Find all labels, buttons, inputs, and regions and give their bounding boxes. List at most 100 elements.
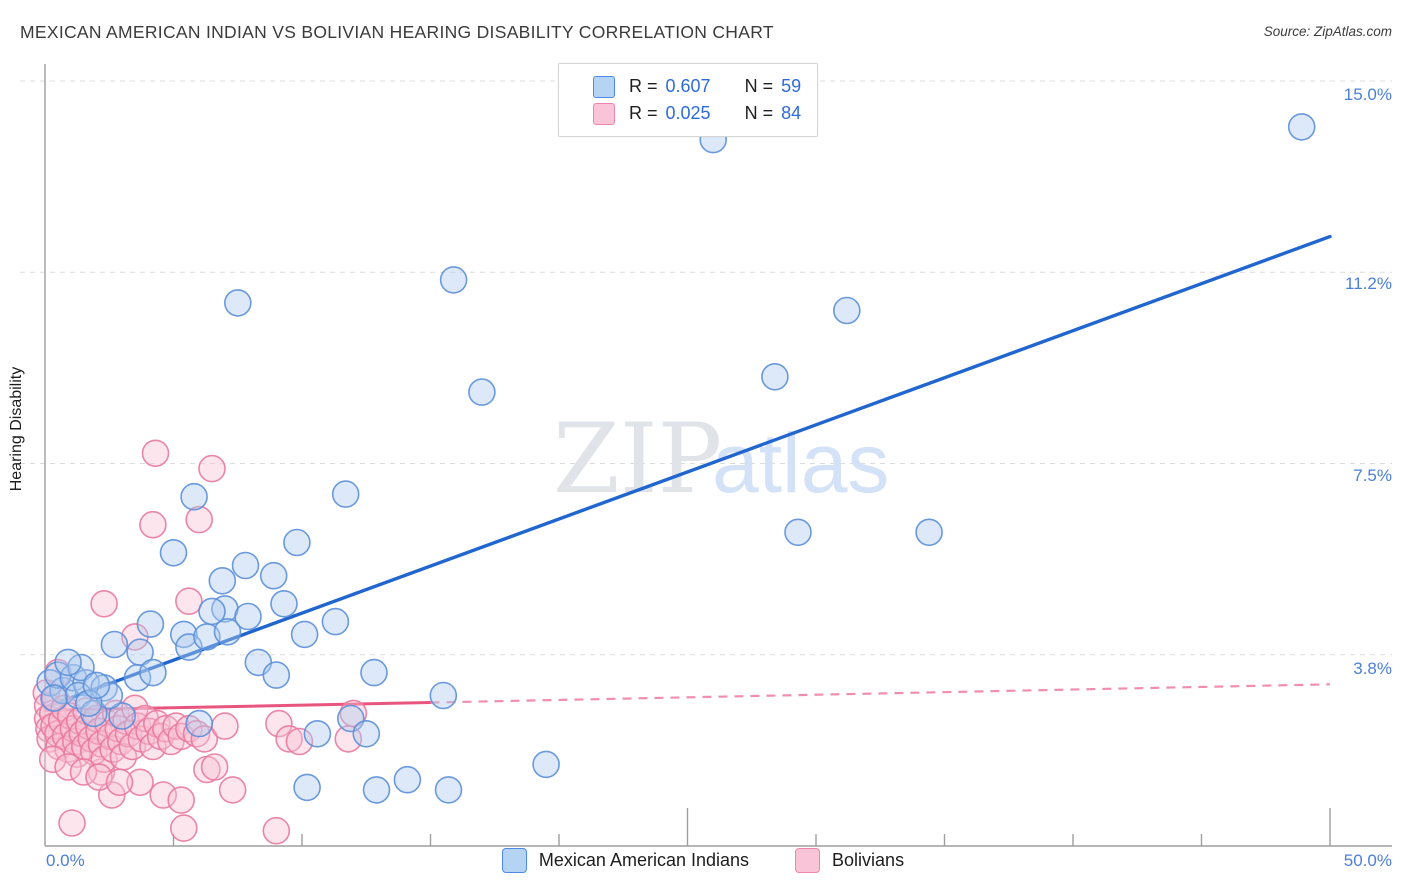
data-point-mexican-american-indians — [262, 661, 291, 689]
data-point-mexican-american-indians — [159, 538, 188, 567]
y-tick-label-11-2: 11.2% — [1345, 274, 1392, 293]
data-point-mexican-american-indians — [126, 638, 154, 667]
data-point-bolivians — [85, 763, 113, 791]
watermark-zip: ZIP — [553, 403, 722, 515]
data-point-bolivians — [141, 439, 170, 468]
data-point-mexican-american-indians — [82, 671, 111, 700]
series-legend: Mexican American Indians Bolivians — [0, 848, 1406, 873]
data-point-mexican-american-indians — [185, 709, 213, 738]
blue-series-swatch-icon — [501, 848, 527, 873]
data-point-bolivians — [190, 725, 219, 753]
data-point-mexican-american-indians — [303, 719, 332, 748]
legend-row-bolivians: R = 0.025 N = 84 — [593, 100, 805, 127]
data-point-mexican-american-indians — [283, 528, 311, 557]
n-value: 84 — [781, 103, 802, 123]
data-point-bolivians — [90, 589, 118, 618]
data-point-bolivians — [211, 712, 239, 740]
data-point-mexican-american-indians — [198, 597, 226, 626]
n-value: 59 — [781, 76, 802, 96]
y-tick-label-15: 15.0% — [1343, 85, 1392, 104]
data-point-mexican-american-indians — [434, 776, 463, 804]
r-label: R = — [629, 103, 658, 123]
pink-series-swatch-icon — [593, 102, 615, 125]
data-point-mexican-american-indians — [352, 719, 381, 748]
data-point-mexican-american-indians — [208, 566, 237, 595]
data-point-bolivians — [285, 727, 314, 756]
data-point-mexican-american-indians — [54, 648, 82, 677]
data-point-bolivians — [175, 587, 203, 616]
data-point-bolivians — [38, 745, 67, 774]
data-point-bolivians — [126, 768, 154, 797]
n-label: N = — [744, 103, 774, 123]
data-point-bolivians — [139, 510, 167, 539]
data-point-bolivians — [182, 719, 211, 748]
data-point-mexican-american-indians — [224, 289, 252, 317]
y-axis-title: Hearing Disability — [8, 366, 25, 492]
data-point-bolivians — [58, 809, 86, 837]
data-point-mexican-american-indians — [532, 750, 560, 779]
data-point-bolivians — [69, 758, 98, 786]
y-tick-label-7-5: 7.5% — [1353, 466, 1392, 485]
data-point-mexican-american-indians — [180, 482, 208, 511]
data-point-mexican-american-indians — [360, 658, 388, 687]
legend-row-mexican-american-indians: R = 0.607 N = 59 — [593, 73, 805, 100]
legend-item-mexican-american-indians: Mexican American Indians — [501, 848, 750, 873]
data-point-bolivians — [105, 768, 134, 797]
data-point-mexican-american-indians — [915, 518, 943, 547]
correlation-legend-box: R = 0.607 N = 59 R = 0.025 N = 84 — [558, 63, 818, 137]
data-point-bolivians — [167, 786, 195, 814]
pink-series-swatch-icon — [795, 848, 821, 873]
data-point-mexican-american-indians — [40, 684, 68, 712]
r-label: R = — [629, 76, 658, 96]
blue-series-swatch-icon — [593, 75, 615, 98]
data-point-mexican-american-indians — [213, 617, 242, 646]
data-point-mexican-american-indians — [74, 689, 103, 718]
legend-item-label: Bolivians — [832, 850, 905, 870]
data-point-mexican-american-indians — [234, 602, 262, 631]
x-tick-label-max: 50.0% — [1343, 851, 1392, 870]
data-point-mexican-american-indians — [393, 765, 422, 794]
data-point-mexican-american-indians — [100, 630, 129, 659]
data-point-mexican-american-indians — [175, 633, 203, 661]
data-point-bolivians — [200, 753, 229, 781]
y-tick-label-3-8: 3.8% — [1353, 659, 1392, 678]
data-point-mexican-american-indians — [321, 607, 350, 636]
data-point-bolivians — [198, 454, 226, 483]
data-point-mexican-american-indians — [439, 266, 468, 294]
x-tick-label-min: 0.0% — [46, 851, 85, 870]
data-point-mexican-american-indians — [1287, 113, 1316, 141]
data-point-mexican-american-indians — [761, 362, 789, 391]
data-point-mexican-american-indians — [108, 702, 136, 730]
legend-item-label: Mexican American Indians — [538, 850, 750, 870]
data-point-bolivians — [121, 694, 149, 723]
data-point-bolivians — [265, 709, 293, 738]
data-point-mexican-american-indians — [468, 378, 496, 406]
data-point-mexican-american-indians — [259, 561, 288, 590]
n-label: N = — [744, 76, 774, 96]
data-point-mexican-american-indians — [362, 776, 391, 804]
data-point-mexican-american-indians — [290, 620, 319, 649]
data-point-bolivians — [218, 776, 247, 804]
data-point-mexican-american-indians — [832, 296, 861, 325]
r-value: 0.025 — [665, 103, 711, 123]
data-point-mexican-american-indians — [139, 658, 167, 687]
data-point-bolivians — [54, 753, 82, 781]
data-point-mexican-american-indians — [270, 589, 298, 618]
data-point-mexican-american-indians — [293, 773, 321, 802]
data-point-bolivians — [275, 725, 303, 753]
data-point-bolivians — [149, 781, 177, 809]
trend-line-blue — [43, 234, 1332, 709]
r-value: 0.607 — [665, 76, 711, 96]
data-point-bolivians — [170, 814, 198, 842]
trend-line-pink-dashed — [430, 683, 1331, 704]
data-point-mexican-american-indians — [784, 518, 812, 547]
source-attribution: Source: ZipAtlas.com — [1263, 24, 1392, 39]
data-point-mexican-american-indians — [429, 681, 458, 710]
data-point-bolivians — [185, 505, 213, 534]
data-point-bolivians — [262, 816, 291, 845]
data-point-mexican-american-indians — [136, 610, 165, 638]
data-point-mexican-american-indians — [231, 551, 260, 580]
data-point-mexican-american-indians — [331, 480, 360, 508]
